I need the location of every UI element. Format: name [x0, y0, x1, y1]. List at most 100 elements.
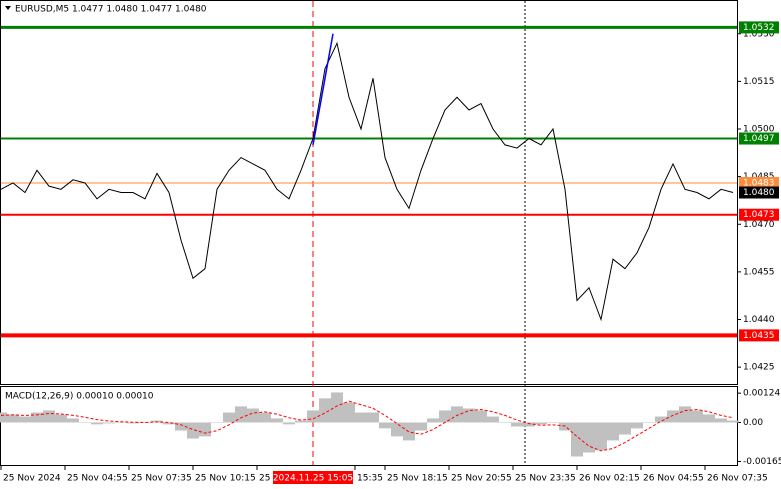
- macd-bar: [595, 422, 607, 451]
- macd-bar: [379, 422, 391, 429]
- signal-line: [0, 400, 734, 452]
- macd-bar: [619, 422, 631, 435]
- macd-bar: [631, 422, 643, 429]
- level-label: 1.0435: [743, 331, 775, 341]
- macd-bar: [439, 410, 451, 423]
- x-tick-label: 25 Nov 10:15: [195, 474, 256, 484]
- level-label: 1.0532: [743, 23, 775, 33]
- macd-bar: [235, 406, 247, 423]
- macd-bar: [499, 422, 511, 423]
- macd-bar: [247, 408, 259, 423]
- macd-bar: [163, 422, 175, 425]
- macd-bar: [211, 422, 223, 423]
- macd-bar: [367, 412, 379, 423]
- macd-bar: [451, 406, 463, 423]
- current-price-bg: [739, 186, 779, 199]
- macd-bar: [67, 418, 79, 423]
- y-tick-label: 1.0515: [743, 77, 775, 87]
- macd-bar: [223, 412, 235, 423]
- macd-bar: [511, 422, 523, 427]
- cursor-label-bg: [273, 471, 353, 484]
- macd-bar: [583, 422, 595, 453]
- y-tick-label: 1.0455: [743, 267, 775, 277]
- y-tick-label: 1.0425: [743, 363, 775, 373]
- price-panel: [0, 0, 738, 385]
- y-tick-label: 1.0440: [743, 315, 775, 325]
- macd-bar: [463, 408, 475, 423]
- level-label-bg: [739, 176, 779, 189]
- macd-bar: [187, 422, 199, 439]
- current-price-label: 1.0480: [743, 188, 775, 198]
- y-tick-label: 0.00124: [743, 389, 780, 399]
- x-tick-label: 25 Nov 04:55: [67, 474, 128, 484]
- macd-bar: [79, 422, 91, 423]
- x-tick-label: 25 Nov 20:55: [451, 474, 512, 484]
- price-title: EURUSD,M5 1.0477 1.0480 1.0477 1.0480: [15, 5, 207, 15]
- macd-bar: [139, 422, 151, 423]
- macd-bar: [331, 392, 343, 423]
- macd-bar: [427, 418, 439, 423]
- macd-bar: [667, 410, 679, 423]
- macd-bar: [343, 402, 355, 423]
- macd-bar: [199, 422, 211, 437]
- macd-bar: [475, 410, 487, 423]
- level-label: 1.0473: [743, 210, 775, 220]
- x-tick-label: 25: [259, 474, 270, 484]
- x-tick-label: 25 Nov 23:35: [515, 474, 576, 484]
- macd-bar: [283, 422, 295, 425]
- macd-bar: [727, 420, 739, 423]
- macd-bar: [271, 418, 283, 423]
- level-label: 1.0497: [743, 134, 775, 144]
- cursor-label: 2024.11.25 15:05: [273, 474, 353, 484]
- macd-bar: [547, 422, 559, 423]
- macd-bar: [487, 416, 499, 423]
- macd-bar: [715, 418, 727, 423]
- macd-bar: [319, 398, 331, 423]
- x-tick-label: 15:35: [357, 474, 383, 484]
- y-tick-label: 1.0530: [743, 29, 775, 39]
- x-tick-label: 25 Nov 2024: [3, 474, 61, 484]
- macd-bar: [691, 410, 703, 423]
- x-tick-label: 25 Nov 07:35: [131, 474, 192, 484]
- macd-bar: [571, 422, 583, 457]
- macd-bar: [7, 414, 19, 423]
- macd-bar: [115, 422, 127, 423]
- macd-bar: [295, 420, 307, 423]
- macd-title: MACD(12,26,9) 0.00010 0.00010: [5, 392, 154, 402]
- macd-bar: [355, 412, 367, 423]
- macd-bar: [607, 422, 619, 441]
- macd-bar: [679, 406, 691, 423]
- macd-bar: [0, 412, 7, 423]
- macd-bar: [91, 422, 103, 425]
- macd-bar: [655, 416, 667, 423]
- macd-bar: [703, 414, 715, 423]
- macd-bar: [259, 412, 271, 423]
- price-line: [0, 41, 734, 322]
- macd-bar: [391, 422, 403, 437]
- level-label-bg: [739, 329, 779, 342]
- y-tick-label: 1.0470: [743, 220, 775, 230]
- macd-bar: [307, 410, 319, 423]
- x-tick-label: 26 Nov 02:15: [579, 474, 640, 484]
- y-tick-label: 1.0500: [743, 125, 775, 135]
- macd-bar: [19, 416, 31, 423]
- y-tick-label: 0.00: [743, 418, 763, 428]
- x-tick-label: 25 Nov 18:15: [387, 474, 448, 484]
- macd-bar: [415, 422, 427, 431]
- macd-bar: [523, 422, 535, 427]
- macd-bar: [643, 422, 655, 423]
- y-tick-label: -0.00165: [743, 457, 781, 467]
- x-tick-label: 26 Nov 07:35: [707, 474, 768, 484]
- menu-arrow: [5, 6, 11, 10]
- macd-bar: [43, 410, 55, 423]
- level-label-bg: [739, 208, 779, 221]
- macd-bar: [55, 414, 67, 423]
- level-label-bg: [739, 21, 779, 34]
- level-label: 1.0483: [743, 178, 775, 188]
- macd-bar: [175, 422, 187, 431]
- macd-bar: [127, 422, 139, 424]
- macd-bar: [31, 412, 43, 423]
- x-tick-label: 26 Nov 04:55: [643, 474, 704, 484]
- macd-bar: [535, 422, 547, 425]
